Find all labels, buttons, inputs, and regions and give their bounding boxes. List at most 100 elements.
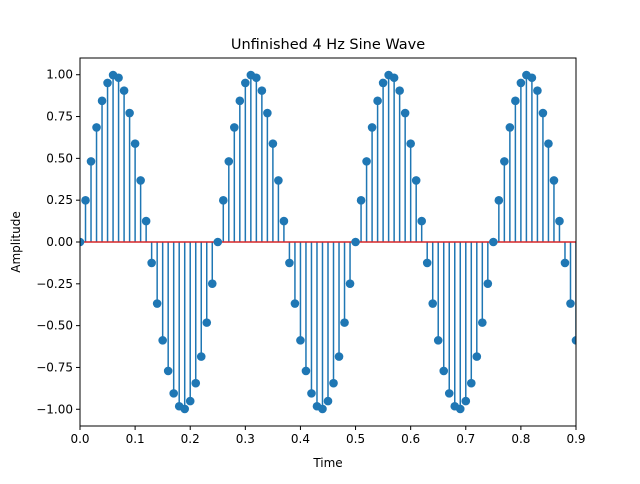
data-point	[538, 108, 548, 118]
data-point	[136, 176, 145, 185]
y-axis: −1.00 −0.75 −0.50 −0.25 0.00 0.25 0.50 0.75 1.00	[36, 68, 80, 416]
data-point	[279, 216, 289, 226]
data-point	[566, 299, 575, 308]
x-tick-label: 0.7	[456, 432, 475, 446]
y-tick-label: 1.00	[46, 68, 73, 82]
x-tick-label: 0.8	[511, 432, 530, 446]
data-point	[527, 73, 537, 83]
data-point	[125, 108, 134, 118]
data-point	[378, 78, 388, 88]
data-point	[533, 86, 542, 95]
data-point	[257, 86, 267, 95]
x-tick-label: 0.0	[70, 432, 89, 446]
data-point	[323, 396, 333, 406]
data-point	[213, 237, 223, 247]
data-point	[356, 196, 366, 205]
data-point	[478, 318, 487, 327]
data-point	[119, 86, 129, 95]
x-tick-label: 0.4	[291, 432, 310, 446]
data-point	[505, 123, 515, 132]
data-point	[428, 299, 438, 308]
data-point	[86, 157, 96, 166]
data-point	[185, 396, 195, 406]
data-point	[329, 378, 338, 388]
x-axis-label: Time	[312, 456, 342, 470]
data-point	[472, 352, 482, 361]
data-point	[114, 73, 123, 83]
data-point	[406, 139, 415, 148]
data-point	[230, 123, 239, 132]
data-point	[218, 196, 228, 205]
y-axis-label: Amplitude	[9, 211, 23, 273]
x-tick-label: 0.9	[566, 432, 585, 446]
data-point	[500, 157, 509, 166]
data-point	[196, 352, 206, 361]
data-point	[367, 123, 377, 132]
data-point	[285, 258, 294, 268]
data-point	[158, 336, 167, 345]
data-point	[489, 237, 498, 247]
data-point	[373, 96, 382, 106]
data-point	[274, 176, 283, 185]
data-point	[571, 336, 576, 345]
data-point	[207, 279, 217, 288]
data-point	[433, 336, 443, 345]
data-point	[511, 96, 520, 106]
x-tick-label: 0.1	[126, 432, 145, 446]
data-point	[417, 216, 426, 226]
data-point	[455, 404, 465, 414]
data-point	[340, 318, 349, 327]
y-tick-label: 0.00	[46, 235, 73, 249]
data-point	[180, 404, 190, 414]
x-tick-label: 0.3	[236, 432, 255, 446]
data-point	[439, 366, 449, 376]
data-point	[163, 366, 173, 376]
data-point	[318, 404, 327, 414]
data-point	[444, 389, 454, 398]
y-tick-label: −0.25	[36, 277, 73, 291]
data-point	[549, 176, 559, 185]
data-point	[80, 237, 85, 247]
data-point	[345, 279, 355, 288]
data-point	[235, 96, 245, 106]
data-point	[411, 176, 421, 185]
x-tick-label: 0.5	[346, 432, 365, 446]
y-tick-label: 0.25	[46, 193, 73, 207]
data-point	[334, 352, 344, 361]
data-point	[461, 396, 471, 406]
data-point	[389, 73, 399, 83]
data-point	[362, 157, 371, 166]
data-point	[202, 318, 212, 327]
chart-title: Unfinished 4 Hz Sine Wave	[231, 37, 425, 53]
data-point	[466, 378, 476, 388]
x-axis: 0.0 0.1 0.2 0.3 0.4 0.5 0.6 0.7 0.8 0.9	[70, 426, 586, 446]
data-point	[290, 299, 300, 308]
data-point	[224, 157, 234, 166]
data-point	[395, 86, 404, 95]
data-point	[263, 108, 272, 118]
data-point	[152, 299, 162, 308]
y-tick-label: −0.50	[36, 319, 73, 333]
data-point	[555, 216, 564, 226]
x-tick-label: 0.2	[181, 432, 200, 446]
data-point	[191, 378, 201, 388]
y-tick-label: −1.00	[36, 402, 73, 416]
data-point	[81, 196, 90, 205]
data-point	[103, 78, 112, 88]
data-point	[494, 196, 504, 205]
data-point	[483, 279, 493, 288]
data-point	[400, 108, 410, 118]
data-point	[544, 139, 553, 148]
data-point	[422, 258, 432, 268]
data-point	[147, 258, 156, 268]
data-point	[141, 216, 151, 226]
data-point	[516, 78, 526, 88]
data-point	[97, 96, 107, 106]
data-point	[351, 237, 360, 247]
data-point	[252, 73, 261, 83]
data-point	[268, 139, 278, 148]
data-point	[296, 336, 305, 345]
data-point	[92, 123, 101, 132]
